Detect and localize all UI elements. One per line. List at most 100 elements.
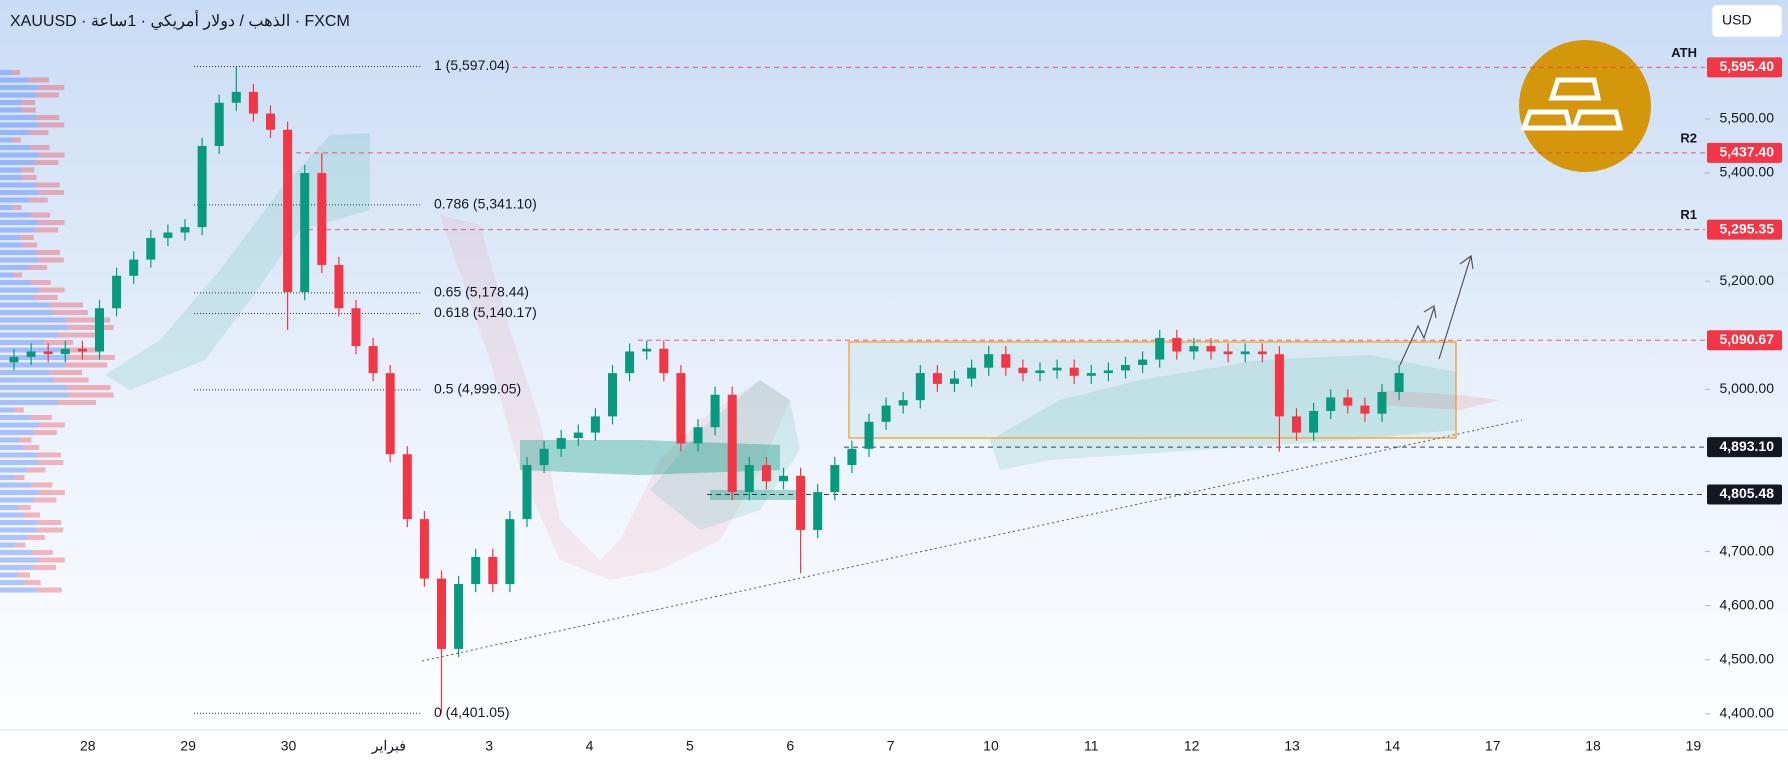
cloud (440, 215, 790, 580)
volume-profile (36, 452, 61, 458)
candle-body (915, 373, 925, 401)
volume-profile (0, 77, 30, 83)
volume-profile (0, 280, 31, 285)
volume-profile (14, 407, 24, 413)
candle-body (129, 259, 139, 276)
volume-profile (35, 182, 60, 188)
candle-body (710, 394, 720, 428)
volume-profile (0, 542, 16, 548)
candle-body (505, 519, 515, 584)
candle-body (419, 519, 429, 579)
volume-profile (36, 520, 62, 525)
volume-profile (68, 355, 115, 360)
candle-body (1360, 405, 1370, 414)
candle-body (573, 432, 583, 438)
volume-profile (0, 100, 22, 105)
level-tag-label: 5,595.40 (1720, 58, 1775, 74)
y-tick-label: 5,500.00 (1720, 110, 1775, 126)
candle-body (676, 373, 686, 444)
volume-profile (68, 325, 114, 330)
volume-profile (66, 317, 111, 323)
candle-body (950, 378, 959, 384)
level-name: R1 (1680, 207, 1697, 222)
arrow-head (1459, 254, 1474, 270)
volume-profile (0, 392, 69, 398)
x-tick-label: فبراير (371, 738, 406, 755)
volume-profile (0, 430, 35, 435)
candle-body (317, 173, 327, 265)
candle-body (1206, 346, 1216, 352)
volume-profile (0, 362, 65, 368)
volume-profile (0, 272, 14, 278)
volume-profile (23, 445, 40, 450)
candle-body (967, 367, 977, 379)
candle-body (1121, 365, 1130, 371)
volume-profile (21, 100, 36, 105)
volume-profile (18, 437, 32, 443)
volume-profile (34, 227, 59, 233)
volume-profile (0, 205, 13, 210)
candle-body (26, 351, 36, 357)
fib-label: 0.786 (5,341.10) (434, 196, 537, 212)
candle-body (761, 465, 771, 482)
x-tick-label: 3 (485, 738, 493, 754)
candle-body (625, 351, 635, 374)
candle-body (813, 492, 823, 530)
volume-profile (31, 415, 52, 420)
volume-profile (0, 145, 30, 150)
volume-profile (14, 475, 25, 480)
volume-profile (0, 152, 39, 158)
level-tag (1707, 219, 1782, 240)
level-tag (1707, 484, 1782, 505)
candle-body (231, 91, 241, 103)
candle-body (1018, 367, 1028, 374)
plot-layer: 4,400.00 4,500.00 4,600.00 4,700.00 5,000.00… (0, 45, 1782, 755)
volume-profile (0, 325, 69, 330)
volume-profile (0, 422, 39, 428)
volume-profile (0, 527, 38, 533)
volume-profile (0, 295, 35, 300)
candle-body (779, 475, 788, 482)
cloud (1380, 390, 1500, 410)
volume-profile (57, 332, 97, 338)
fib-label: 0 (4,401.05) (434, 704, 510, 720)
candle-body (556, 438, 566, 449)
volume-profile (0, 520, 37, 525)
candle-body (744, 465, 754, 493)
candle-body (1394, 373, 1404, 393)
level-name: R2 (1680, 130, 1697, 145)
volume-profile (0, 550, 32, 555)
volume-profile (0, 107, 22, 113)
y-tick-label: 4,700.00 (1720, 542, 1775, 558)
x-tick-label: 5 (686, 738, 694, 754)
currency-button[interactable] (1711, 4, 1783, 38)
x-tick-label: 29 (180, 738, 196, 754)
volume-profile (0, 505, 19, 510)
volume-profile (29, 145, 50, 150)
y-tick-label: 5,400.00 (1720, 164, 1775, 180)
x-tick-label: 19 (1686, 738, 1702, 754)
candle-body (1069, 367, 1079, 376)
volume-profile (0, 482, 32, 488)
candle-body (1052, 367, 1062, 371)
volume-profile (30, 280, 51, 285)
volume-profile (0, 377, 54, 383)
candle-body (146, 237, 156, 260)
candle-body (454, 584, 464, 649)
volume-profile (49, 370, 83, 375)
volume-profile (15, 542, 26, 548)
volume-profile (38, 190, 65, 195)
candle-body (385, 373, 395, 455)
volume-profile (38, 85, 65, 90)
candle-body (437, 578, 446, 649)
x-tick-label: 4 (586, 738, 594, 754)
x-axis-band (0, 730, 1788, 763)
candle-body (163, 232, 173, 238)
volume-profile (0, 445, 24, 450)
volume-profile (57, 400, 96, 405)
level-tag-label: 5,295.35 (1720, 220, 1775, 236)
level-tag (1707, 142, 1782, 163)
candle-body (1086, 373, 1096, 376)
candle-body (1292, 416, 1301, 433)
